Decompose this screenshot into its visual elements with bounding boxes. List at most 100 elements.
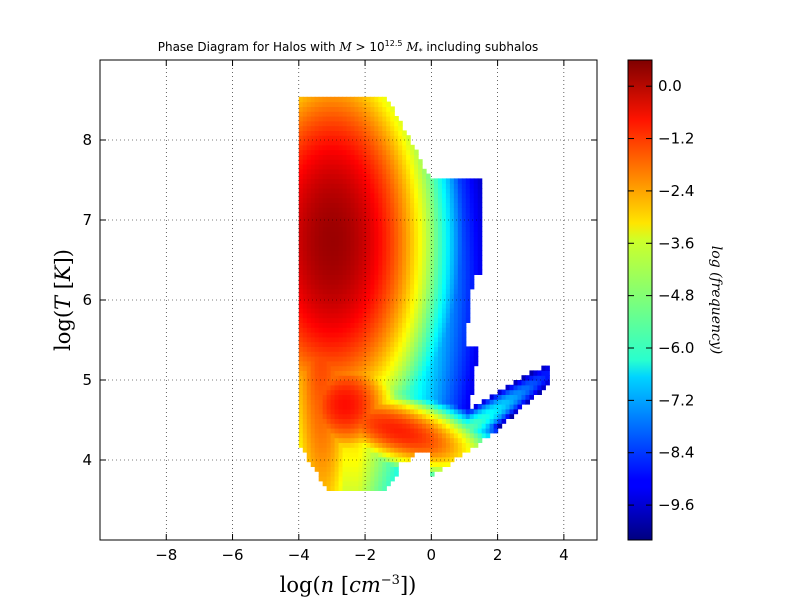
heatmap-cell [449,432,455,439]
heatmap-cell [453,264,459,271]
heatmap-cell [338,485,344,491]
heatmap-cell [430,336,435,343]
heatmap-cell [334,375,340,381]
heatmap-cell [426,370,431,376]
heatmap-cell [342,404,348,410]
heatmap-cell [330,432,336,439]
heatmap-cell [362,447,367,453]
heatmap-cell [457,264,463,271]
heatmap-cell [394,188,399,194]
heatmap-cell [342,226,348,232]
heatmap-cell [350,365,356,371]
heatmap-cell [330,130,336,136]
heatmap-cell [314,404,320,410]
heatmap-cell [374,159,379,165]
heatmap-cell [406,197,411,203]
heatmap-cell [426,178,431,184]
heatmap-cell [310,188,316,194]
heatmap-cell [449,312,455,319]
heatmap-cell [346,303,352,309]
heatmap-cell [398,207,403,213]
heatmap-cell [477,231,483,237]
heatmap-cell [394,154,399,160]
heatmap-cell [406,341,411,347]
heatmap-cell [366,394,371,400]
heatmap-cell [338,178,344,184]
heatmap-cell [394,250,399,256]
heatmap-cell [414,274,419,280]
heatmap-cell [314,106,320,112]
heatmap-cell [390,447,395,453]
heatmap-cell [366,332,371,338]
heatmap-cell [302,370,308,376]
heatmap-cell [370,399,375,405]
heatmap-cell [302,380,308,386]
heatmap-cell [414,245,419,251]
heatmap-cell [374,476,379,482]
heatmap-cell [374,274,379,280]
heatmap-cell [477,245,483,251]
heatmap-cell [330,96,336,103]
heatmap-cell [457,269,463,275]
heatmap-cell [346,452,352,458]
heatmap-cell [378,168,383,175]
heatmap-cell [350,120,356,127]
heatmap-cell [390,154,395,160]
heatmap-cell [330,274,336,280]
heatmap-cell [426,308,431,314]
heatmap-cell [366,399,371,405]
heatmap-cell [354,471,360,477]
heatmap-cell [350,293,356,299]
heatmap-cell [358,111,364,117]
heatmap-cell [449,423,455,429]
heatmap-cell [414,365,419,371]
heatmap-cell [318,293,324,299]
heatmap-cell [426,341,431,347]
heatmap-cell [477,255,483,261]
heatmap-cell [318,154,324,160]
heatmap-cell [366,264,371,271]
heatmap-cell [398,279,403,285]
heatmap-cell [298,418,304,424]
heatmap-cell [430,432,435,439]
heatmap-cell [354,269,360,275]
heatmap-cell [433,375,439,381]
heatmap-cell [342,384,348,391]
heatmap-cell [489,428,495,434]
heatmap-cell [298,140,304,146]
heatmap-cell [410,356,415,362]
heatmap-cell [322,96,328,103]
heatmap-cell [374,101,379,107]
heatmap-cell [406,255,411,261]
heatmap-cell [322,216,328,223]
heatmap-cell [382,226,387,232]
heatmap-cell [406,346,411,352]
heatmap-cell [513,399,519,405]
heatmap-cell [382,346,387,352]
heatmap-cell [346,327,352,333]
heatmap-cell [465,437,471,443]
heatmap-cell [370,192,375,199]
heatmap-cell [441,423,447,429]
heatmap-cell [298,370,304,376]
heatmap-cell [386,466,391,472]
heatmap-cell [362,442,367,448]
heatmap-cell [433,456,439,463]
heatmap-cell [406,207,411,213]
heatmap-cell [362,164,367,170]
heatmap-cell [314,120,320,127]
heatmap-cell [457,317,463,323]
heatmap-cell [370,356,375,362]
heatmap-cell [310,423,316,429]
heatmap-cell [334,461,340,467]
heatmap-cell [322,456,328,463]
heatmap-cell [461,428,467,434]
heatmap-cell [362,130,367,136]
heatmap-cell [465,413,471,419]
heatmap-cell [354,413,360,419]
heatmap-cell [346,130,352,136]
heatmap-cell [346,404,352,410]
heatmap-cell [386,212,391,218]
heatmap-cell [437,351,443,357]
heatmap-cell [394,269,399,275]
